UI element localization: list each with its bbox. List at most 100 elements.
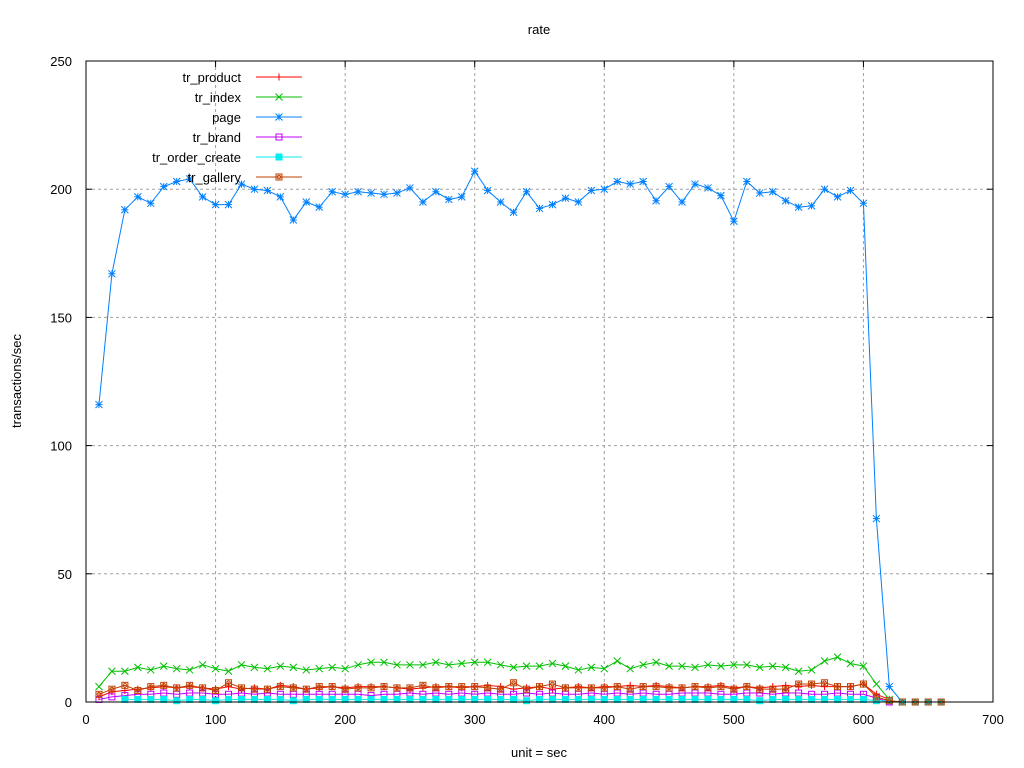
cross-marker [691,663,699,672]
star-marker [470,167,479,176]
circle-square-marker [226,680,231,686]
x-tick-label: 0 [82,712,89,727]
circle-square-marker [537,684,542,689]
star-marker [846,186,855,195]
cross-marker [146,666,155,674]
cross-marker [833,653,842,661]
filled-square-marker [834,695,842,703]
filled-square-marker [432,695,440,703]
star-marker [250,185,259,194]
circle-square-marker [613,683,621,691]
plus-marker [186,683,194,691]
star-marker [872,514,881,523]
cross-marker [457,659,466,668]
x-tick-label: 400 [593,712,615,727]
y-axis-label: transactions/sec [9,334,24,428]
cross-marker [315,664,324,673]
series-line [98,692,890,703]
star-marker [483,186,492,195]
filled-square-marker [600,695,608,703]
circle-square-marker [524,686,529,692]
cross-marker [354,660,362,669]
circle-square-marker [678,684,686,692]
star-marker [522,187,531,196]
cross-marker [431,658,440,667]
circle-square-marker [263,685,271,693]
filled-square-marker [380,695,388,703]
circle-square-marker [511,680,516,686]
filled-square-marker [341,695,349,703]
filled-square-marker [626,695,634,703]
star-marker [237,180,246,188]
plus-marker [289,683,297,691]
cross-marker [678,662,686,670]
circle-square-marker [861,681,866,687]
cross-marker [872,680,881,688]
y-tick-label: 0 [65,695,72,710]
star-marker [613,177,622,186]
circle-square-marker [147,683,155,691]
circle-square-marker [874,694,879,700]
filled-square-marker [275,153,283,161]
legend-label: tr_order_create [152,150,241,165]
circle-square-marker [472,684,478,689]
circle-square-marker [757,686,763,692]
cross-marker [185,666,194,674]
filled-square-marker [393,695,401,703]
cross-marker [444,660,453,669]
circle-square-marker [250,685,258,693]
circle-square-marker [639,683,647,691]
star-marker [380,190,388,199]
star-marker [159,182,168,191]
cross-marker [755,663,764,672]
star-marker [833,193,842,201]
cross-marker [250,663,259,672]
cross-marker [717,662,725,670]
cross-marker [172,664,181,673]
plus-marker [704,683,712,691]
circle-square-marker [213,688,218,693]
circle-square-marker [432,684,440,692]
circle-square-marker [821,679,829,687]
filled-square-marker [367,695,375,703]
circle-square-marker [458,683,466,691]
circle-square-marker [665,684,673,692]
cross-marker [742,660,751,669]
cross-marker [406,660,414,669]
filled-square-marker [302,695,310,703]
filled-square-marker [808,695,816,703]
filled-square-marker [160,695,168,703]
filled-square-marker [859,695,867,703]
circle-square-marker [731,686,737,692]
filled-square-marker [782,695,790,703]
circle-square-marker [278,684,283,689]
circle-square-marker [433,685,439,691]
legend-label: tr_product [182,70,241,85]
circle-square-marker [704,684,712,692]
cross-marker [561,662,570,670]
circle-square-marker [744,684,750,689]
circle-square-marker [536,683,543,691]
cross-marker [781,663,790,672]
cross-marker [846,659,855,668]
square-marker [756,689,764,697]
circle-square-marker [355,685,361,691]
circle-square-marker [523,685,531,693]
filled-square-marker [717,695,725,703]
circle-square-marker [275,173,283,181]
circle-square-marker [743,683,751,691]
star-marker [548,200,557,209]
filled-square-marker [769,695,777,703]
circle-square-marker [135,688,141,693]
star-marker [302,198,311,206]
plus-marker [276,681,284,689]
star-marker [211,200,220,209]
star-marker [198,193,207,201]
circle-square-marker [653,684,659,689]
star-marker [730,217,738,226]
square-marker [108,693,116,701]
star-marker [315,203,324,212]
circle-square-marker [730,685,738,693]
star-marker [275,113,283,121]
star-marker [691,180,699,188]
